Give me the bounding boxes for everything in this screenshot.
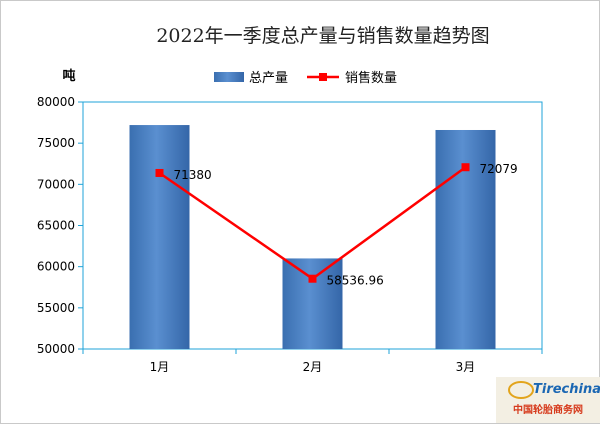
legend: 总产量 销售数量: [214, 70, 397, 86]
x-category-label: 3月: [456, 360, 476, 374]
y-axis: 50000 55000 60000 65000 70000 75000 80000: [37, 95, 83, 356]
y-tick-label: 70000: [37, 177, 75, 191]
legend-label-bar: 总产量: [249, 71, 288, 86]
y-tick-label: 60000: [37, 260, 75, 274]
legend-swatch-bar: [214, 72, 244, 82]
bar-series: [129, 125, 496, 349]
bar-1月: [129, 125, 190, 349]
x-category-label: 2月: [303, 360, 323, 374]
watermark-label-text: 中国轮胎商务网: [513, 403, 583, 416]
line-point-marker: [308, 274, 317, 283]
y-axis-unit-label: 吨: [62, 68, 75, 84]
watermark-logo: Tirechina.net 中国轮胎商务网: [496, 377, 600, 423]
line-point-marker: [155, 168, 164, 177]
y-tick-label: 75000: [37, 136, 75, 150]
data-label: 71380: [174, 168, 212, 182]
line-series: [155, 163, 470, 283]
legend-label-line: 销售数量: [345, 70, 397, 86]
watermark-ring-icon: [508, 381, 534, 399]
data-label: 58536.96: [327, 274, 384, 288]
y-tick-label: 50000: [37, 342, 75, 356]
x-category-label: 1月: [150, 360, 170, 374]
data-labels: 71380 58536.96 72079: [174, 162, 518, 287]
watermark-brand-text: Tirechina.net: [533, 382, 600, 397]
chart-title: 2022年一季度总产量与销售数量趋势图: [156, 25, 489, 47]
y-tick-label: 65000: [37, 219, 75, 233]
legend-line-marker: [319, 73, 327, 81]
x-axis: 1月 2月 3月: [82, 349, 543, 374]
y-tick-label: 55000: [37, 301, 75, 315]
y-tick-label: 80000: [37, 95, 75, 109]
line-point-marker: [461, 163, 470, 172]
bar-2月: [282, 258, 343, 349]
data-label: 72079: [480, 162, 518, 176]
